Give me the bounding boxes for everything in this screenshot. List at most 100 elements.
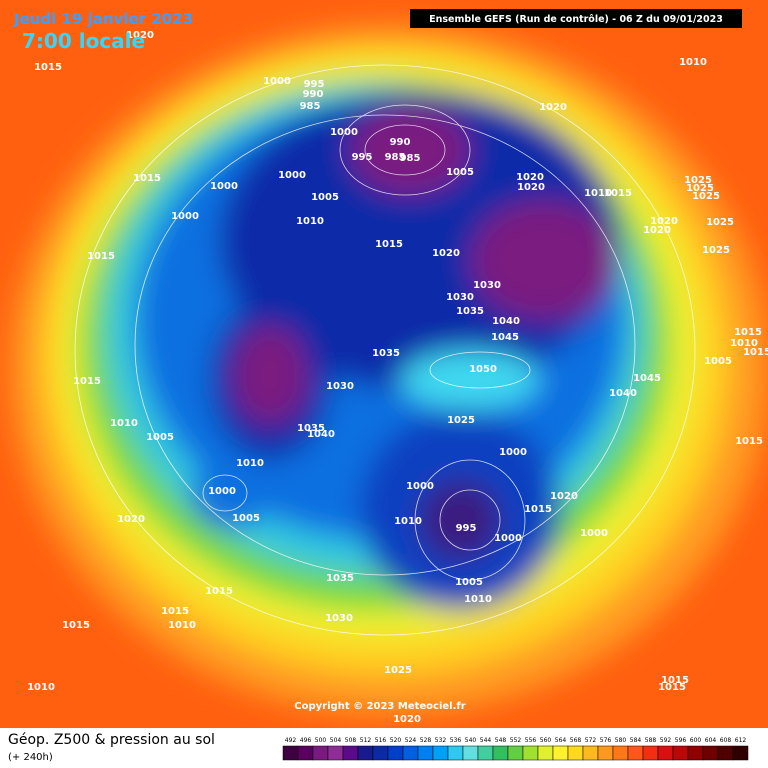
colorbar-label: 600 <box>690 737 702 744</box>
colorbar-label: 592 <box>660 737 672 744</box>
isobar-label: 1035 <box>297 423 325 434</box>
colorbar-label: 496 <box>300 737 312 744</box>
colorbar-label: 492 <box>285 737 297 744</box>
colorbar-swatch <box>717 745 734 761</box>
isobar-label: 1010 <box>110 418 138 429</box>
isobar-label: 1015 <box>743 347 768 358</box>
isobar-label: 985 <box>300 101 321 112</box>
isobar-label: 1000 <box>330 127 358 138</box>
colorbar-swatch <box>447 745 464 761</box>
colorbar-swatch <box>462 745 479 761</box>
isobar-label: 1025 <box>702 245 730 256</box>
isobar-label: 1015 <box>34 62 62 73</box>
isobar-label: 1025 <box>384 665 412 676</box>
colorbar-label: 596 <box>675 737 687 744</box>
colorbar-label: 560 <box>540 737 552 744</box>
colorbar-label: 504 <box>330 737 342 744</box>
colorbar-swatch <box>672 745 689 761</box>
colorbar-label: 508 <box>345 737 357 744</box>
isobar-label: 1020 <box>539 102 567 113</box>
isobar-label: 1000 <box>499 447 527 458</box>
isobar-label: 1015 <box>375 239 403 250</box>
isobar-label: 1010 <box>730 338 758 349</box>
isobar-label: 1015 <box>604 188 632 199</box>
isobar-label: 1025 <box>706 217 734 228</box>
colorbar-swatch <box>312 745 329 761</box>
isobar-label: 995 <box>304 79 325 90</box>
colorbar-label: 520 <box>390 737 402 744</box>
isobar-label: 1005 <box>446 167 474 178</box>
isobar-label: 995 <box>456 523 477 534</box>
footer-title: Géop. Z500 & pression au sol <box>8 732 215 748</box>
isobar-label: 1000 <box>171 211 199 222</box>
isobar-label: 1005 <box>311 192 339 203</box>
colorbar-label: 584 <box>630 737 642 744</box>
isobar-label: 1040 <box>492 316 520 327</box>
isobar-label: 1000 <box>494 533 522 544</box>
colorbar-swatch <box>612 745 629 761</box>
isobar-label: 1010 <box>168 620 196 631</box>
colorbar-swatch <box>597 745 614 761</box>
isobar-label: 1000 <box>406 481 434 492</box>
colorbar-swatch <box>507 745 524 761</box>
isobar-label: 990 <box>390 137 411 148</box>
colorbar-label: 556 <box>525 737 537 744</box>
isobar-label: 1025 <box>686 183 714 194</box>
isobar-label: 985 <box>400 153 421 164</box>
colorbar-swatch <box>402 745 419 761</box>
time: 7:00 locale <box>22 29 145 53</box>
isobar-label: 1005 <box>232 513 260 524</box>
colorbar-label: 572 <box>585 737 597 744</box>
isobar-label: 1020 <box>516 172 544 183</box>
colorbar-swatch <box>417 745 434 761</box>
colorbar-label: 552 <box>510 737 522 744</box>
isobar-label: 1015 <box>87 251 115 262</box>
isobar-label: 1020 <box>126 30 154 41</box>
isobar-label: 1035 <box>326 573 354 584</box>
isobar-label: 1010 <box>584 188 612 199</box>
isobar-label: 1030 <box>326 381 354 392</box>
isobar-label: 1030 <box>325 613 353 624</box>
copyright: Copyright © 2023 Meteociel.fr <box>294 701 465 712</box>
colorbar-label: 528 <box>420 737 432 744</box>
isobar-label: 1040 <box>609 388 637 399</box>
isobar-label: 1015 <box>133 173 161 184</box>
colorbar-label: 524 <box>405 737 417 744</box>
isobar-label: 1030 <box>473 280 501 291</box>
colorbar-swatch <box>477 745 494 761</box>
isobar-label: 1020 <box>432 248 460 259</box>
isobar-label: 1020 <box>517 182 545 193</box>
colorbar-swatch <box>537 745 554 761</box>
run: Ensemble GEFS (Run de contrôle) - 06 Z d… <box>429 14 723 25</box>
isobar-label: 1020 <box>117 514 145 525</box>
run-box <box>410 9 742 28</box>
colorbar-swatch <box>552 745 569 761</box>
colorbar-label: 588 <box>645 737 657 744</box>
colorbar-label: 608 <box>720 737 732 744</box>
colorbar-swatch <box>702 745 719 761</box>
isobar-label: 1035 <box>372 348 400 359</box>
colorbar-swatch <box>372 745 389 761</box>
isobar-label: 1050 <box>469 364 497 375</box>
isobar-label: 1015 <box>658 682 686 693</box>
colorbar-label: 580 <box>615 737 627 744</box>
colorbar-label: 536 <box>450 737 462 744</box>
isobar-label: 1000 <box>580 528 608 539</box>
colorbar-swatch <box>492 745 509 761</box>
colorbar-swatch <box>342 745 359 761</box>
colorbar-swatch <box>687 745 704 761</box>
field <box>0 0 768 728</box>
isobar-label: 1015 <box>735 436 763 447</box>
colorbar-swatch <box>732 745 749 761</box>
date: Jeudi 19 janvier 2023 <box>13 10 193 28</box>
isobar-label: 1010 <box>236 458 264 469</box>
isobar-label: 1010 <box>679 57 707 68</box>
colorbar-label: 512 <box>360 737 372 744</box>
isobar-label: 1025 <box>692 191 720 202</box>
isobar-label: 1005 <box>146 432 174 443</box>
isobar-label: 1005 <box>455 577 483 588</box>
colorbar-label: 540 <box>465 737 477 744</box>
isobar-label: 1005 <box>704 356 732 367</box>
